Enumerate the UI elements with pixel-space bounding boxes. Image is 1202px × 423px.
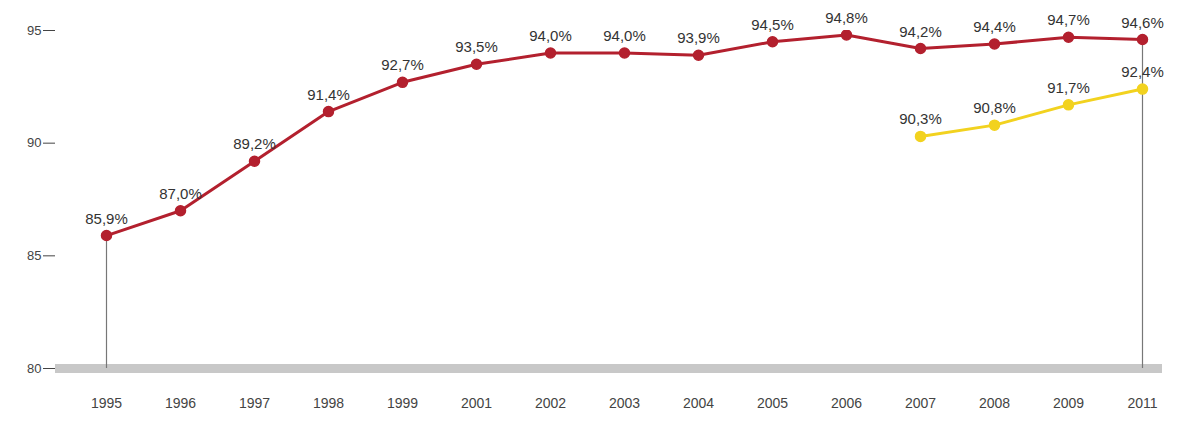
svg-text:87,0%: 87,0% <box>159 185 202 202</box>
svg-text:95: 95 <box>27 23 41 38</box>
svg-text:2011: 2011 <box>1127 395 1157 411</box>
svg-text:89,2%: 89,2% <box>233 135 276 152</box>
svg-text:90,8%: 90,8% <box>973 99 1016 116</box>
svg-text:2001: 2001 <box>461 395 492 411</box>
svg-text:85,9%: 85,9% <box>85 210 128 227</box>
svg-text:94,0%: 94,0% <box>529 27 572 44</box>
svg-text:80: 80 <box>27 361 41 376</box>
svg-text:1999: 1999 <box>387 395 418 411</box>
svg-text:94,2%: 94,2% <box>899 23 942 40</box>
svg-text:2006: 2006 <box>831 395 862 411</box>
svg-text:92,4%: 92,4% <box>1121 63 1164 80</box>
svg-text:92,7%: 92,7% <box>381 56 424 73</box>
svg-text:2004: 2004 <box>683 395 714 411</box>
svg-text:1997: 1997 <box>239 395 270 411</box>
svg-text:2009: 2009 <box>1053 395 1084 411</box>
svg-text:2008: 2008 <box>979 395 1010 411</box>
svg-text:85: 85 <box>27 248 41 263</box>
svg-text:90: 90 <box>27 135 41 150</box>
svg-text:2003: 2003 <box>609 395 640 411</box>
svg-text:94,8%: 94,8% <box>825 9 868 26</box>
svg-text:91,4%: 91,4% <box>307 86 350 103</box>
svg-text:2002: 2002 <box>535 395 566 411</box>
svg-text:1998: 1998 <box>313 395 344 411</box>
svg-text:90,3%: 90,3% <box>899 110 942 127</box>
svg-text:1995: 1995 <box>91 395 122 411</box>
svg-text:91,7%: 91,7% <box>1047 79 1090 96</box>
svg-text:2007: 2007 <box>905 395 936 411</box>
svg-text:94,6%: 94,6% <box>1121 14 1164 31</box>
svg-text:94,5%: 94,5% <box>751 16 794 33</box>
svg-text:93,5%: 93,5% <box>455 38 498 55</box>
svg-text:94,7%: 94,7% <box>1047 11 1090 28</box>
svg-text:2005: 2005 <box>757 395 788 411</box>
svg-text:93,9%: 93,9% <box>677 29 720 46</box>
svg-text:1996: 1996 <box>165 395 196 411</box>
svg-text:94,0%: 94,0% <box>603 27 646 44</box>
svg-text:94,4%: 94,4% <box>973 18 1016 35</box>
